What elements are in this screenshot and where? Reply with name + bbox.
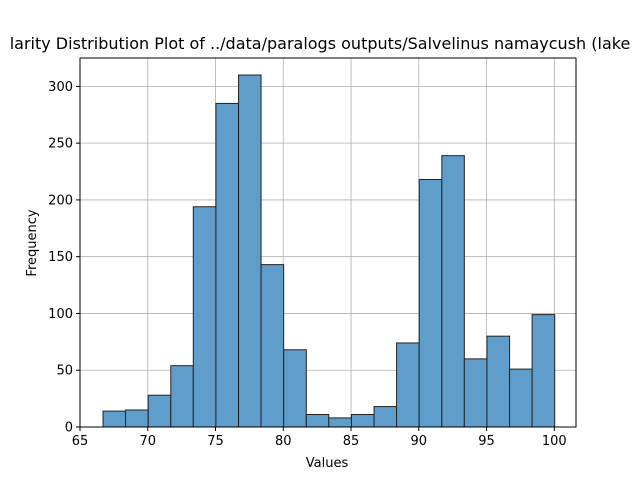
histogram-bar [463,358,488,428]
x-tick-label: 70 [139,434,156,449]
histogram-bar [170,365,194,428]
histogram-bar [305,414,330,428]
histogram-bar [238,74,262,428]
histogram-bar [373,406,398,428]
x-tick-label: 90 [411,434,428,449]
y-axis-label: Frequency [25,209,40,276]
x-tick-label: 80 [275,434,292,449]
histogram-bar [102,410,127,428]
histogram-bar [147,394,172,428]
y-tick-label: 300 [48,80,73,95]
x-tick-label: 65 [72,434,89,449]
x-tick-label: 85 [343,434,360,449]
histogram-bar [418,178,443,428]
x-tick-label: 100 [542,434,567,449]
histogram-bar [509,368,533,428]
histogram-bar [396,342,420,428]
histogram-bar [328,417,352,428]
histogram-bar [125,409,149,428]
y-tick-label: 150 [48,250,73,265]
histogram-bar [215,102,240,428]
x-tick-label: 75 [207,434,224,449]
histogram-bar [441,155,465,428]
histogram-bar [350,414,375,428]
histogram-bars [102,74,556,428]
y-tick-label: 250 [48,137,73,152]
x-tick-label: 95 [478,434,495,449]
histogram-bar [192,206,217,428]
plot-frame [79,57,577,428]
y-tick-label: 200 [48,193,73,208]
y-tick-label: 100 [48,307,73,322]
y-tick-label: 0 [65,421,73,436]
histogram-bar [260,264,285,428]
y-tick-label: 50 [56,364,73,379]
histogram-bar [283,349,307,428]
histogram-bar [486,335,511,428]
y-axis-ticks: 0 50 100 150 200 250 300 [48,80,80,436]
x-axis-ticks: 65 70 75 80 85 90 95 100 [72,427,567,449]
histogram-bar [531,314,556,428]
chart-title: larity Distribution Plot of ../data/para… [10,34,631,53]
x-axis-label: Values [306,456,349,471]
